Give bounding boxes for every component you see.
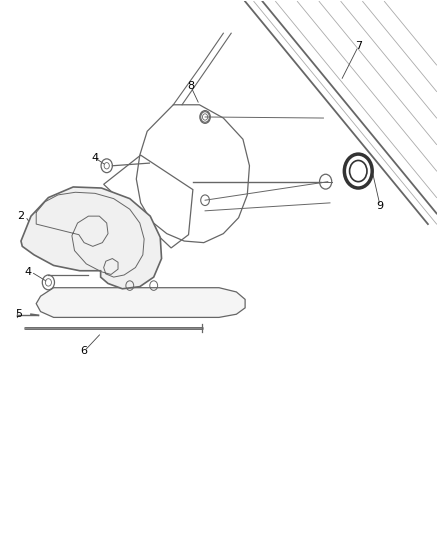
Text: 1: 1 <box>100 216 107 227</box>
Text: 9: 9 <box>377 200 384 211</box>
Text: 4: 4 <box>24 267 31 277</box>
Text: 6: 6 <box>81 346 88 357</box>
Polygon shape <box>36 288 245 317</box>
Text: 7: 7 <box>355 42 362 52</box>
Text: 4: 4 <box>92 153 99 163</box>
Text: 2: 2 <box>18 211 25 221</box>
Text: 8: 8 <box>187 81 194 91</box>
Text: 5: 5 <box>15 309 22 319</box>
Polygon shape <box>21 187 162 289</box>
